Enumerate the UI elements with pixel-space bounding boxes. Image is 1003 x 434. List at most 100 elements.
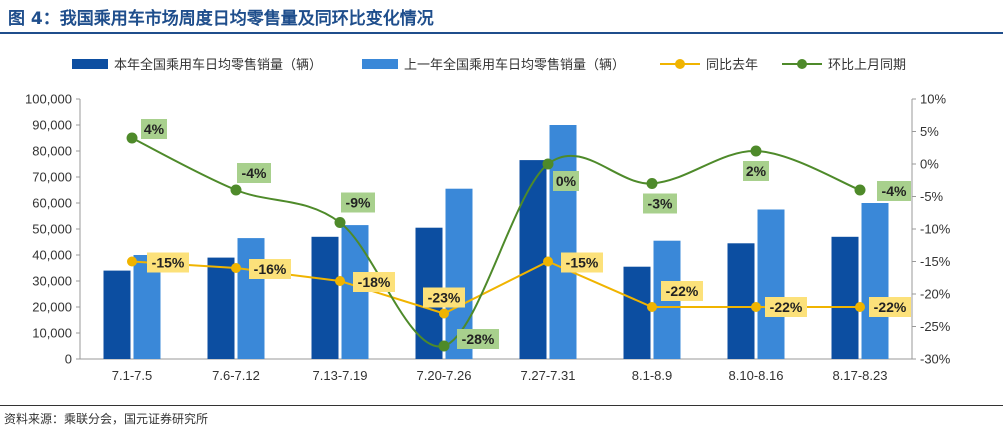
bar-current	[831, 236, 859, 359]
bar-previous	[237, 238, 265, 359]
label-mom-bg	[743, 161, 769, 181]
bar-current	[727, 243, 755, 359]
label-mom-bg	[341, 192, 375, 213]
label-yoy: -18%	[358, 274, 391, 290]
point-yoy	[439, 308, 449, 319]
point-mom	[126, 132, 138, 144]
y-right-tick-label: -10%	[920, 222, 951, 237]
source-divider	[0, 405, 1003, 406]
x-tick-label: 7.27-7.31	[521, 368, 576, 383]
label-mom: -3%	[648, 196, 673, 212]
line-mom	[131, 137, 861, 348]
bar-current	[519, 160, 547, 359]
label-yoy-bg	[353, 272, 395, 292]
x-tick-label: 8.17-8.23	[833, 368, 888, 383]
title-divider	[0, 32, 1003, 34]
legend-label-current: 本年全国乘用车日均零售销量（辆）	[114, 57, 322, 72]
y-left-tick-label: 30,000	[32, 274, 72, 289]
legend-marker-mom	[797, 59, 807, 69]
label-mom-bg	[457, 329, 499, 349]
y-right-tick-label: 0%	[920, 157, 939, 172]
label-yoy-bg	[147, 252, 189, 273]
point-yoy	[647, 302, 657, 312]
legend-label-mom: 环比上月同期	[828, 57, 906, 72]
point-yoy	[855, 302, 865, 312]
legend-label-previous: 上一年全国乘用车日均零售销量（辆）	[404, 57, 625, 72]
label-yoy: -15%	[566, 255, 599, 271]
y-right-tick-label: 5%	[920, 124, 939, 139]
y-left-tick-label: 90,000	[32, 118, 72, 133]
point-mom	[750, 145, 762, 157]
legend-swatch-previous	[362, 59, 398, 69]
label-yoy: -15%	[152, 255, 185, 271]
bar-previous	[549, 125, 577, 359]
label-yoy: -16%	[254, 261, 287, 277]
bar-previous	[861, 203, 889, 359]
label-mom-bg	[237, 163, 271, 183]
bar-current	[623, 266, 651, 359]
y-left-tick-label: 40,000	[32, 248, 72, 263]
bar-previous	[341, 225, 369, 359]
legend-marker-yoy	[675, 59, 685, 69]
y-left-tick-label: 70,000	[32, 170, 72, 185]
y-left-tick-label: 0	[65, 352, 72, 367]
y-left-tick-label: 100,000	[25, 92, 72, 107]
point-mom	[230, 184, 242, 196]
label-mom: 2%	[746, 163, 767, 179]
label-mom-bg	[643, 193, 677, 214]
y-left-tick-label: 60,000	[32, 196, 72, 211]
y-right-tick-label: -30%	[920, 352, 951, 367]
x-tick-label: 7.6-7.12	[212, 368, 260, 383]
bar-current	[103, 270, 131, 359]
point-yoy	[751, 302, 761, 312]
label-yoy-bg	[661, 281, 703, 301]
figure-title: 图 4：我国乘用车市场周度日均零售量及同环比变化情况	[8, 9, 434, 29]
bar-current	[207, 257, 235, 359]
point-yoy	[335, 276, 345, 286]
label-mom: -28%	[462, 331, 495, 347]
label-mom: -4%	[242, 165, 267, 181]
x-tick-label: 7.13-7.19	[313, 368, 368, 383]
label-yoy: -22%	[666, 283, 699, 299]
y-right-tick-label: -15%	[920, 254, 951, 269]
x-tick-label: 8.10-8.16	[729, 368, 784, 383]
label-mom: -9%	[346, 195, 371, 211]
y-right-tick-label: -5%	[920, 189, 944, 204]
point-yoy	[127, 256, 137, 267]
y-left-tick-label: 10,000	[32, 326, 72, 341]
x-tick-label: 7.20-7.26	[417, 368, 472, 383]
point-mom	[646, 178, 658, 189]
x-tick-label: 7.1-7.5	[112, 368, 152, 383]
y-right-tick-label: -25%	[920, 319, 951, 334]
label-yoy-bg	[249, 259, 291, 279]
source-note: 资料来源：乘联分会，国元证券研究所	[4, 412, 209, 426]
label-yoy-bg	[423, 287, 465, 308]
x-tick-label: 8.1-8.9	[632, 368, 672, 383]
point-mom	[542, 158, 554, 170]
legend-label-yoy: 同比去年	[706, 57, 758, 72]
legend-swatch-current	[72, 59, 108, 69]
y-left-tick-label: 50,000	[32, 222, 72, 237]
label-mom: 0%	[556, 173, 577, 189]
label-mom-bg	[553, 171, 579, 191]
y-left-tick-label: 20,000	[32, 300, 72, 315]
label-mom: -4%	[882, 183, 907, 199]
label-yoy: -22%	[874, 299, 907, 315]
point-yoy	[543, 256, 553, 267]
label-mom-bg	[141, 119, 167, 139]
point-mom	[854, 184, 866, 196]
label-yoy: -22%	[770, 299, 803, 315]
label-mom-bg	[877, 181, 911, 201]
y-left-tick-label: 80,000	[32, 144, 72, 159]
label-yoy-bg	[765, 297, 807, 317]
label-yoy-bg	[561, 252, 603, 273]
label-mom: 4%	[144, 121, 165, 137]
label-yoy: -23%	[428, 290, 461, 306]
bar-previous	[757, 209, 785, 359]
bar-current	[311, 236, 339, 359]
y-right-tick-label: -20%	[920, 287, 951, 302]
point-mom	[334, 217, 346, 228]
y-right-tick-label: 10%	[920, 92, 946, 107]
